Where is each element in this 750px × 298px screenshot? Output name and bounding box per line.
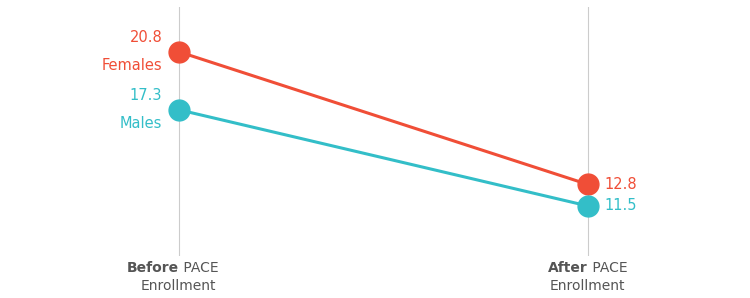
Text: Males: Males	[120, 117, 162, 131]
Text: Before: Before	[127, 261, 178, 275]
Text: Enrollment: Enrollment	[141, 279, 217, 293]
Text: PACE: PACE	[588, 261, 627, 275]
Text: Enrollment: Enrollment	[550, 279, 626, 293]
Text: 20.8: 20.8	[130, 30, 162, 45]
Text: After: After	[548, 261, 588, 275]
Text: 12.8: 12.8	[604, 177, 637, 192]
Text: 11.5: 11.5	[604, 198, 637, 213]
Text: Females: Females	[102, 58, 162, 73]
Text: PACE: PACE	[178, 261, 218, 275]
Text: 17.3: 17.3	[130, 88, 162, 103]
